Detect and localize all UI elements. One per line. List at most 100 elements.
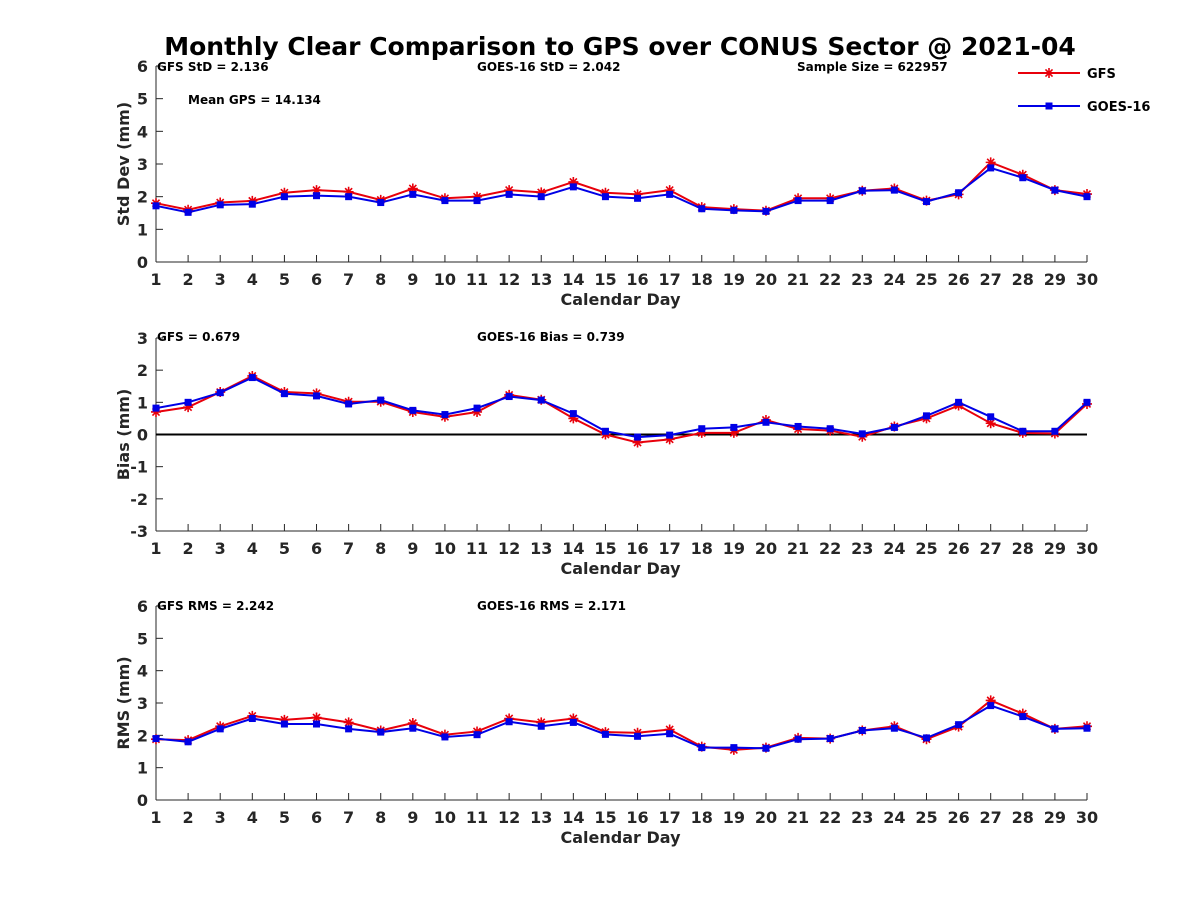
x-tick-label: 22: [819, 539, 841, 558]
goes16-data-point: [601, 193, 609, 201]
x-tick-label: 29: [1044, 539, 1066, 558]
x-tick-label: 19: [723, 539, 745, 558]
x-tick-label: 14: [562, 808, 584, 827]
y-tick-label: 0: [137, 426, 148, 445]
goes16-data-point: [955, 189, 963, 197]
goes16-data-point: [858, 430, 866, 438]
x-tick-label: 18: [691, 270, 713, 289]
y-tick-label: 0: [137, 253, 148, 272]
x-tick-label: 2: [183, 270, 194, 289]
goes16-data-point: [409, 190, 417, 198]
y-tick-label: 4: [137, 662, 148, 681]
y-tick-label: 3: [137, 694, 148, 713]
x-tick-label: 14: [562, 270, 584, 289]
goes16-data-point: [377, 199, 385, 207]
gfs-data-point: [151, 406, 161, 417]
x-tick-label: 8: [375, 808, 386, 827]
goes16-data-point: [184, 398, 192, 406]
x-tick-label: 9: [407, 808, 418, 827]
goes16-data-point: [890, 186, 898, 194]
goes16-data-point: [537, 396, 545, 404]
x-tick-label: 15: [594, 808, 616, 827]
x-tick-label: 30: [1076, 270, 1098, 289]
legend-gfs-label: GFS: [1087, 67, 1116, 82]
gfs-data-point: [279, 714, 290, 725]
goes16-data-point: [505, 718, 513, 726]
x-tick-label: 30: [1076, 808, 1098, 827]
x-tick-label: 25: [915, 270, 937, 289]
goes16-series-line: [155, 376, 1088, 439]
x-tick-label: 8: [375, 270, 386, 289]
goes16-data-point: [987, 702, 995, 710]
goes16-data-point: [730, 423, 738, 431]
figure-title: Monthly Clear Comparison to GPS over CON…: [164, 32, 1076, 61]
panel-2: 1 2 3 4 5 6 7 8 9 10 11 12 13 14 15 16 17 18 19 20 21 22 23 24 2…: [114, 329, 1098, 578]
gfs-data-point: [504, 185, 515, 196]
x-tick-label: 23: [851, 270, 873, 289]
x-tick-label: 29: [1044, 808, 1066, 827]
gfs-series-line: [155, 374, 1088, 444]
goes16-data-point: [826, 425, 834, 433]
x-tick-label: 18: [691, 808, 713, 827]
x-tick-label: 13: [530, 539, 552, 558]
goes16-data-point: [634, 194, 642, 202]
y-tick-label: 5: [137, 90, 148, 109]
panel-3: 1 2 3 4 5 6 7 8 9 10 11 12 13 14 15 16 17 18 19 20 21 22 23 24 2…: [114, 597, 1098, 847]
x-tick-label: 24: [883, 270, 905, 289]
x-tick-label: 17: [659, 270, 681, 289]
x-tick-label: 18: [691, 539, 713, 558]
goes16-data-point: [1019, 713, 1027, 721]
x-tick-label: 2: [183, 808, 194, 827]
x-tick-label: 20: [755, 270, 777, 289]
goes16-data-point: [730, 744, 738, 752]
goes16-data-point: [698, 205, 706, 213]
goes16-data-point: [698, 425, 706, 433]
y-tick-label: 5: [137, 629, 148, 648]
y-tick-label: 6: [137, 597, 148, 616]
stat-annotation: Mean GPS = 14.134: [188, 93, 321, 107]
x-tick-label: 2: [183, 539, 194, 558]
x-tick-label: 3: [215, 539, 226, 558]
goes16-data-point: [890, 423, 898, 431]
gfs-series-line: [155, 699, 1088, 751]
legend-goes16-marker: [1045, 102, 1053, 110]
goes16-data-point: [1019, 427, 1027, 435]
x-tick-label: 7: [343, 808, 354, 827]
gfs-data-point: [407, 183, 418, 194]
gfs-data-point: [600, 187, 611, 198]
goes16-data-point: [1083, 193, 1091, 201]
gfs-data-point: [632, 189, 643, 200]
gfs-data-point: [343, 717, 354, 728]
x-axis-label: Calendar Day: [561, 290, 682, 309]
x-tick-label: 29: [1044, 270, 1066, 289]
goes16-data-point: [634, 433, 642, 441]
legend-gfs-marker: [1044, 68, 1054, 78]
x-tick-label: 25: [915, 539, 937, 558]
x-tick-label: 1: [150, 808, 161, 827]
goes16-data-point: [473, 197, 481, 205]
goes16-data-point: [987, 413, 995, 421]
stat-annotation: GOES-16 StD = 2.042: [477, 60, 620, 74]
y-tick-label: 1: [137, 759, 148, 778]
x-tick-label: 14: [562, 539, 584, 558]
goes16-data-point: [441, 733, 449, 741]
gfs-data-point: [279, 187, 290, 198]
y-tick-label: -2: [130, 490, 148, 509]
goes16-data-point: [313, 720, 321, 728]
goes16-data-point: [762, 418, 770, 426]
stat-annotation: Sample Size = 622957: [797, 60, 948, 74]
x-tick-label: 13: [530, 270, 552, 289]
goes16-data-point: [216, 725, 224, 733]
goes16-data-point: [1083, 724, 1091, 732]
goes16-data-point: [248, 200, 256, 208]
goes16-data-point: [537, 193, 545, 201]
x-tick-label: 23: [851, 539, 873, 558]
stat-annotation: GFS = 0.679: [157, 330, 240, 344]
x-tick-label: 7: [343, 539, 354, 558]
x-tick-label: 15: [594, 270, 616, 289]
x-tick-label: 27: [980, 539, 1002, 558]
goes16-data-point: [890, 724, 898, 732]
x-tick-label: 3: [215, 808, 226, 827]
goes16-data-point: [1051, 725, 1059, 733]
